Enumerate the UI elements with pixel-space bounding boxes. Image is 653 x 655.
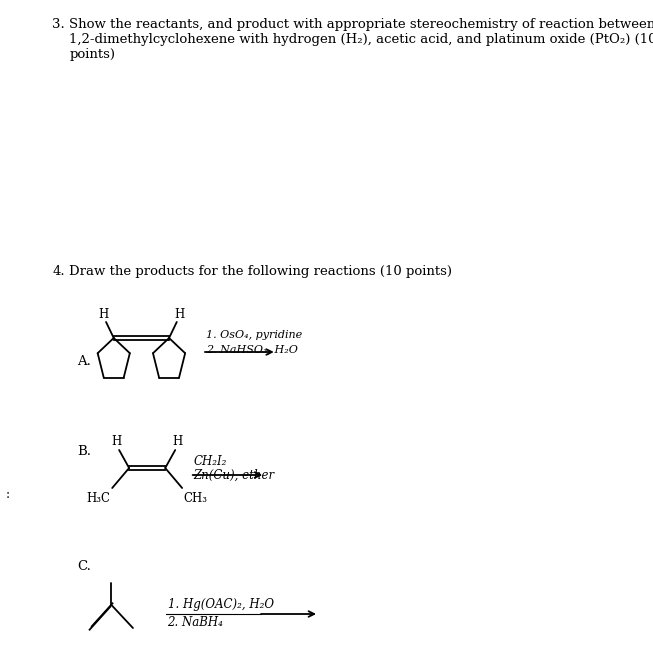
Text: A.: A. xyxy=(77,355,91,368)
Text: points): points) xyxy=(69,48,115,61)
Text: 1. OsO₄, pyridine: 1. OsO₄, pyridine xyxy=(206,330,302,340)
Text: H: H xyxy=(112,435,122,448)
Text: H: H xyxy=(175,308,185,321)
Text: Zn(Cu), ether: Zn(Cu), ether xyxy=(194,469,275,482)
Text: CH₃: CH₃ xyxy=(183,492,208,505)
Text: Show the reactants, and product with appropriate stereochemistry of reaction bet: Show the reactants, and product with app… xyxy=(69,18,653,31)
Text: CH₂I₂: CH₂I₂ xyxy=(194,455,227,468)
Text: 1. Hg(OAC)₂, H₂O: 1. Hg(OAC)₂, H₂O xyxy=(168,598,274,611)
Text: B.: B. xyxy=(77,445,91,458)
Text: :: : xyxy=(6,488,10,501)
Text: H: H xyxy=(98,308,108,321)
Text: Draw the products for the following reactions (10 points): Draw the products for the following reac… xyxy=(69,265,452,278)
Text: 2. NaHSO₃, H₂O: 2. NaHSO₃, H₂O xyxy=(206,344,298,354)
Text: 4.: 4. xyxy=(52,265,65,278)
Text: 1,2-dimethylcyclohexene with hydrogen (H₂), acetic acid, and platinum oxide (PtO: 1,2-dimethylcyclohexene with hydrogen (H… xyxy=(69,33,653,46)
Text: C.: C. xyxy=(77,560,91,573)
Text: 3.: 3. xyxy=(52,18,65,31)
Text: H: H xyxy=(172,435,183,448)
Text: 2. NaBH₄: 2. NaBH₄ xyxy=(168,616,223,629)
Text: H₃C: H₃C xyxy=(87,492,110,505)
